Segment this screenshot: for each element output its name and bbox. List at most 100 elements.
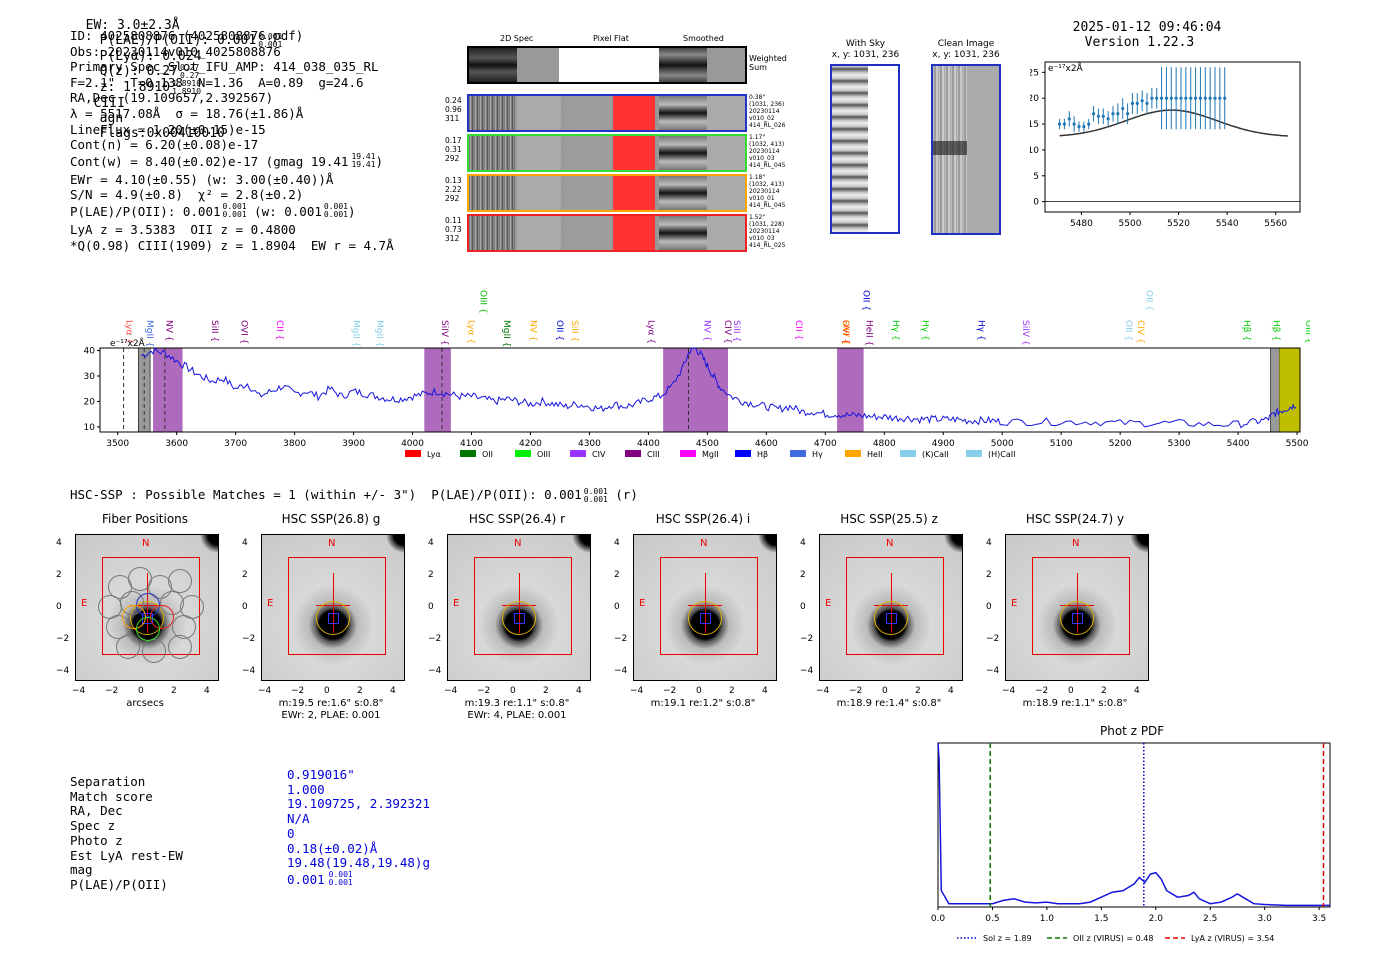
spectrum-xtick-label: 4400	[637, 439, 660, 449]
spectrum-flux-line	[141, 347, 1297, 429]
spectrum-legend-swatch	[966, 450, 982, 457]
hsc-star-corner	[940, 535, 962, 553]
info-plae-w: (w: 0.001	[254, 203, 322, 219]
photz-legend-label: OII z (VIRUS) = 0.48	[1073, 934, 1153, 943]
line-fit-point	[1150, 96, 1154, 100]
line-fit-model	[1059, 109, 1288, 137]
match-value: 1.000	[287, 781, 325, 797]
info-contw-text: Cont(w) = 8.40(±0.02)e-17 (gmag 19.41	[70, 153, 349, 169]
line-fit-point	[1164, 96, 1169, 100]
cutout-row-left-value: 0.11	[445, 216, 462, 225]
hsc-center-marker	[886, 613, 897, 624]
hsc-ytick-label: 0	[56, 602, 62, 612]
cutout-strip-0	[467, 94, 747, 132]
hsc-caption-1: m:18.9 re:1.4" s:0.8"	[836, 698, 942, 709]
photz-xtick-label: 1.0	[1040, 914, 1055, 924]
hsc-ytick-label: −4	[428, 666, 442, 676]
hsc-caption-1: m:18.9 re:1.1" s:0.8"	[1022, 698, 1128, 709]
spectrum-legend-swatch	[570, 450, 586, 457]
line-fit-xtick-label: 5500	[1119, 219, 1142, 229]
fiber-circle	[116, 635, 140, 659]
spectrum-legend-swatch	[515, 450, 531, 457]
match-label: Spec z	[70, 818, 116, 834]
hsc-east-label: E	[453, 598, 460, 609]
cutout-2d-spec	[469, 176, 515, 210]
hsc-title-text: HSC-SSP : Possible Matches = 1 (within +…	[70, 487, 582, 502]
cutout-smoothed	[659, 136, 707, 170]
hsc-xtick-label: 4	[204, 686, 210, 696]
hsc-xtick-label: −4	[1002, 686, 1016, 696]
hsc-title-sup: 0.001	[583, 487, 608, 496]
line-fit-point	[1130, 101, 1135, 105]
info-q: *Q(0.98) CIII(1909) z = 1.8904 EW r = 4.…	[70, 237, 394, 253]
hsc-star-corner	[568, 535, 590, 553]
hsc-east-label: E	[1011, 598, 1018, 609]
fiber-circle	[142, 639, 166, 663]
hsc-ytick-label: −2	[986, 634, 1000, 644]
hsc-star-corner	[754, 535, 776, 553]
photz-pdf-line	[937, 742, 1330, 907]
cutout-row-left-value: 0.24	[445, 96, 462, 105]
photz-xtick-label: 0.5	[985, 914, 999, 924]
hsc-xtick-label: 0	[510, 686, 516, 696]
hsc-xtick-label: 2	[729, 686, 735, 696]
line-fit-point	[1062, 122, 1067, 126]
spectrum-line-label: SiIV {	[439, 320, 449, 346]
line-fit-point	[1091, 112, 1096, 116]
hsc-ytick-label: 4	[242, 538, 248, 548]
hsc-xtick-label: 4	[762, 686, 768, 696]
spectrum-xtick-label: 5000	[991, 439, 1014, 449]
spectrum-line-label: MgII {	[374, 320, 384, 347]
hsc-north-label: N	[1072, 538, 1080, 549]
header-flags: Flags:0x00410010	[99, 126, 225, 141]
info-plae-w-sub: 0.001	[323, 209, 348, 219]
cutout-row-right-value: (1031, 228)	[749, 221, 785, 228]
photz-xtick-label: 3.5	[1312, 914, 1326, 924]
hsc-ellipse	[316, 601, 350, 635]
header-plya: P(Lyα): 0.024	[99, 49, 202, 64]
hsc-xtick-label: 2	[171, 686, 177, 696]
spectrum-line-window	[153, 348, 183, 432]
match-label: RA, Dec	[70, 803, 123, 819]
hsc-caption-1: m:19.3 re:1.1" s:0.8"	[464, 698, 570, 709]
fiber-circle	[168, 569, 192, 593]
line-fit-point	[1057, 122, 1062, 126]
weighted-sum-strip	[467, 46, 747, 84]
cutout-row-left-value: 2.22	[445, 185, 462, 194]
cutout-strip-3	[467, 214, 747, 252]
hsc-xtick-label: −2	[477, 686, 491, 696]
line-fit-point	[1174, 96, 1178, 100]
spectrum-line-label: OIII {	[477, 290, 487, 314]
line-fit-point	[1106, 117, 1110, 121]
cutout-smoothed	[659, 176, 707, 210]
col-2d-spec: 2D Spec	[500, 34, 534, 43]
info-plae-sup: 0.001	[222, 201, 247, 211]
hsc-panel-5: HSC SSP(24.7) y N E 4 2 0 −2 −4 −4 −2 0 2 4 m:18.9 re…	[986, 512, 1185, 727]
cutout-flat	[565, 216, 611, 250]
spectrum-line-label: Hγ {	[976, 320, 986, 341]
line-fit-point	[1087, 122, 1091, 126]
cutout-smoothed	[659, 96, 707, 130]
cutout-row-right-value: 1.18"	[749, 174, 766, 181]
hsc-panel-1: HSC SSP(26.8) g N E 4 2 0 −2 −4 −4 −2 0 2 4 m:19.5 re…	[242, 512, 441, 727]
cutout-row-right-value: (1032, 413)	[749, 181, 785, 188]
header-qz-sub: 0.27	[179, 71, 200, 80]
info-plae-w-sup: 0.001	[323, 201, 348, 211]
hsc-xtick-label: −2	[105, 686, 119, 696]
match-labels: Separation Match score RA, Dec Spec z Photo …	[70, 774, 183, 893]
line-fit-point	[1203, 96, 1207, 100]
line-fit-point	[1101, 114, 1105, 118]
cutout-row-right-value: 414_RL_025	[749, 242, 786, 249]
spectrum-line-label: NV {	[164, 320, 174, 341]
hsc-xtick-label: −2	[849, 686, 863, 696]
cutout-row-right-value: 1.17"	[749, 134, 766, 141]
info-plae-sub: 0.001	[222, 209, 247, 219]
hsc-xtick-label: 0	[696, 686, 702, 696]
spectrum-legend-swatch	[845, 450, 861, 457]
cutout-row-right-0: 0.38" (1031, 236) 20230114 v010_02 414_RL_02…	[749, 94, 795, 129]
clean-image-title: Clean Image x, y: 1031, 236	[927, 39, 1005, 61]
detection-info: ID: 4025808876 (4025808876.pdf) Obs: 202…	[70, 28, 394, 253]
hsc-panel-title: Fiber Positions	[101, 512, 189, 526]
